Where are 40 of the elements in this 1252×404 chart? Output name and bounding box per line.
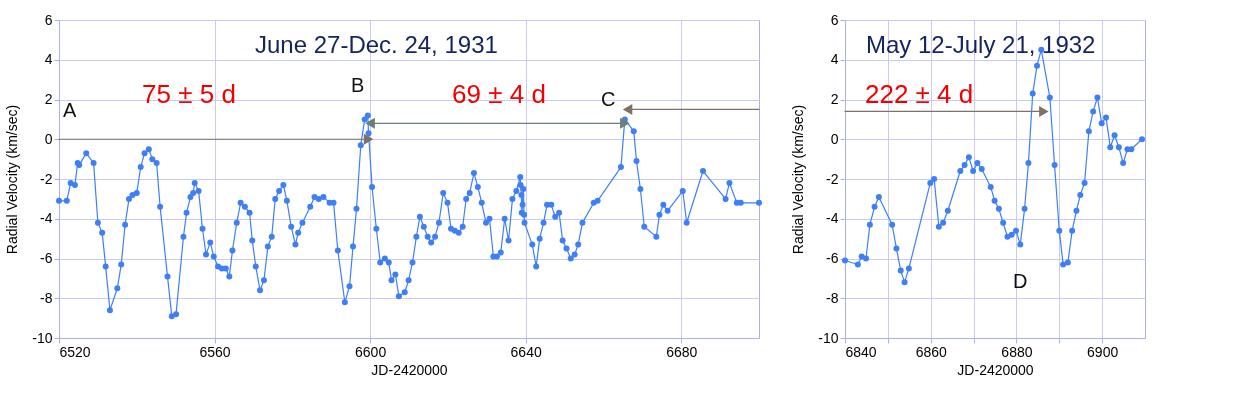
- y-axis-title: Radial Velocity (km/sec): [4, 104, 21, 255]
- y-tick-label: -2: [40, 170, 53, 187]
- annotation: D: [1013, 270, 1028, 292]
- annotation: C: [601, 88, 616, 110]
- x-axis-title: JD-2420000: [957, 361, 1034, 378]
- y-tick-label: -6: [40, 250, 53, 266]
- y-tick-label: 6: [830, 11, 839, 28]
- x-tick-label: 6680: [666, 343, 698, 360]
- y-tick-label: -4: [40, 210, 53, 227]
- x-tick-label: 6900: [1087, 343, 1119, 360]
- y-tick-label: -4: [826, 210, 839, 227]
- y-tick-label: 6: [44, 11, 53, 28]
- y-tick-label: -8: [40, 289, 53, 306]
- x-tick-label: 6860: [915, 343, 947, 360]
- y-tick-label: 2: [44, 91, 53, 107]
- y-tick-label: 4: [830, 51, 839, 68]
- x-tick-label: 6880: [1001, 343, 1033, 360]
- x-tick-label: 6640: [510, 343, 542, 360]
- annotation: 69 ± 4 d: [452, 79, 546, 109]
- x-axis-title: JD-2420000: [371, 361, 448, 378]
- y-tick-label: -2: [826, 170, 839, 187]
- y-tick-label: 0: [44, 130, 53, 147]
- y-tick-label: -8: [826, 289, 839, 306]
- x-tick-label: 6560: [199, 343, 231, 360]
- x-tick-label: 6520: [59, 343, 91, 360]
- annotation: A: [63, 99, 77, 121]
- annotation: B: [351, 74, 365, 96]
- y-axis-title: Radial Velocity (km/sec): [790, 104, 807, 255]
- y-tick-label: -10: [32, 329, 53, 346]
- annotation: 75 ± 5 d: [142, 79, 236, 109]
- chart-title: June 27-Dec. 24, 1931: [255, 31, 498, 58]
- y-tick-label: -10: [818, 329, 839, 346]
- chart-title: May 12-July 21, 1932: [866, 31, 1096, 58]
- x-tick-label: 6600: [355, 343, 387, 360]
- y-tick-label: 0: [830, 130, 839, 147]
- y-tick-label: 4: [44, 51, 53, 68]
- annotation: 222 ± 4 d: [865, 79, 974, 109]
- x-tick-label: 6840: [845, 343, 877, 360]
- y-tick-label: 2: [830, 91, 839, 107]
- y-tick-label: -6: [826, 250, 839, 266]
